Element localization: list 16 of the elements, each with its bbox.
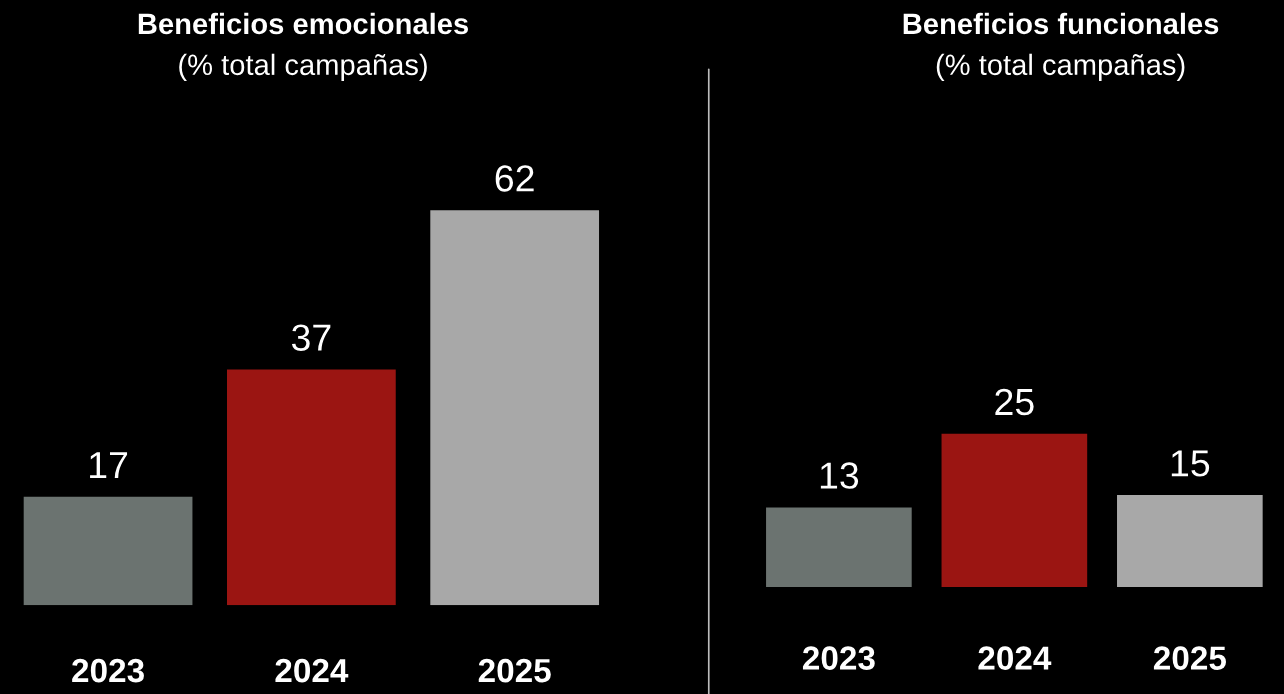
x-tick-label: 2023	[72, 658, 144, 683]
chart-subtitle: (% total campañas)	[179, 53, 427, 81]
x-tick-label: 2025	[1153, 646, 1226, 670]
chart-title: Beneficios emocionales	[138, 12, 468, 35]
x-tick-label: 2024	[275, 658, 349, 683]
data-label: 17	[90, 452, 128, 478]
data-label: 62	[495, 165, 534, 192]
chart-title: Beneficios funcionales	[903, 12, 1219, 35]
data-label: 37	[291, 324, 331, 351]
x-tick-label: 2024	[978, 646, 1052, 670]
x-tick-label: 2023	[802, 646, 875, 670]
data-label: 13	[820, 462, 859, 489]
data-label: 25	[995, 388, 1034, 416]
x-tick-label: 2025	[478, 658, 551, 683]
chart-subtitle: (% total campañas)	[936, 53, 1185, 81]
data-label: 15	[1171, 450, 1210, 477]
